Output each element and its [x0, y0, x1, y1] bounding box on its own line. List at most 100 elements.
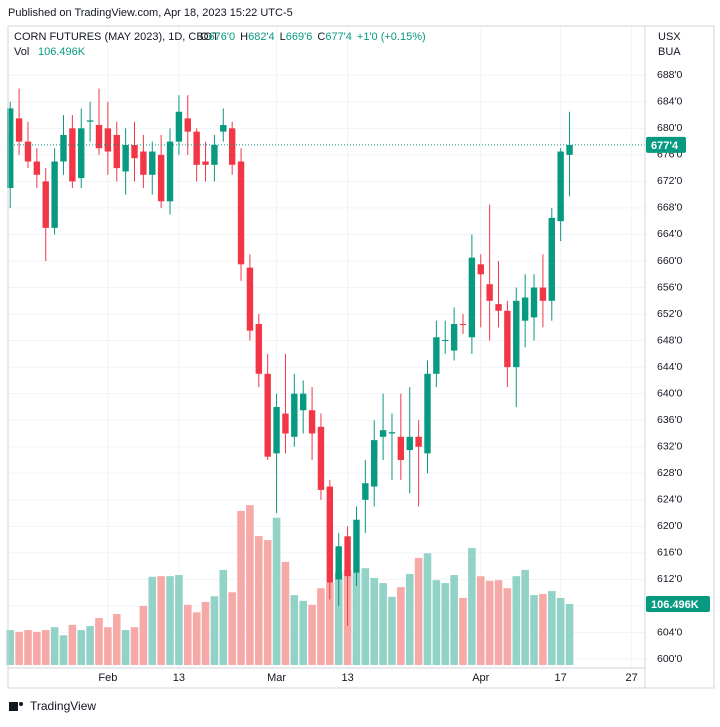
volume-bar: [237, 510, 245, 665]
candle-body: [424, 373, 431, 454]
last-price-label: 677'4: [651, 140, 679, 152]
volume-bar: [33, 631, 41, 665]
candle-body: [24, 141, 32, 162]
volume-bar: [547, 591, 556, 665]
candle-body: [406, 436, 413, 451]
y-tick-label: 660'0: [657, 255, 683, 267]
volume-bar: [556, 597, 565, 665]
candle-body: [122, 144, 129, 172]
y-tick-label: 640'0: [657, 387, 683, 399]
legend-value: 669'6: [286, 31, 313, 43]
brand-name: TradingView: [30, 699, 96, 713]
volume-bar: [281, 561, 290, 665]
y-tick-label: 648'0: [657, 334, 683, 346]
candle-body: [273, 406, 280, 454]
volume-bar: [255, 536, 263, 665]
volume-bar: [77, 630, 86, 665]
candle-body: [450, 324, 458, 351]
volume-tag: [646, 595, 710, 612]
candle-body: [495, 304, 502, 311]
volume-bar: [175, 575, 183, 665]
volume-bar: [24, 630, 32, 665]
legend-key: O: [200, 31, 209, 43]
candle-body: [415, 436, 422, 447]
candle-body: [521, 297, 529, 321]
candle-body: [220, 125, 227, 132]
volume-bar: [157, 576, 165, 665]
volume-bar: [476, 576, 485, 665]
candle-body: [7, 108, 14, 189]
candle-body: [149, 151, 156, 175]
y-tick-label: 652'0: [657, 308, 683, 320]
x-tick-label: 27: [626, 672, 638, 684]
volume-bar: [414, 557, 423, 665]
candle-body: [317, 426, 325, 490]
volume-bar: [68, 624, 77, 665]
volume-bar: [121, 630, 130, 665]
volume-bar: [352, 572, 361, 665]
candle-body: [468, 257, 476, 338]
candle-body: [131, 144, 138, 159]
candle-body: [566, 144, 573, 155]
candle-body: [513, 300, 520, 368]
volume-bar: [485, 580, 494, 665]
volume-bar: [397, 587, 405, 665]
volume-bar: [459, 597, 467, 665]
legend-key: H: [240, 31, 248, 43]
y-tick-label: 612'0: [657, 573, 683, 585]
volume-bar: [41, 630, 50, 665]
y-tick-label: 668'0: [657, 202, 683, 214]
volume-bar: [59, 635, 68, 665]
y-tick-label: 628'0: [657, 467, 683, 479]
legend-value: 682'4: [248, 31, 275, 43]
volume-bar: [512, 576, 521, 665]
candle-body: [211, 144, 218, 165]
y-tick-label: 636'0: [657, 414, 683, 426]
volume-bar: [405, 573, 414, 665]
candle-body: [433, 337, 440, 374]
volume-tag-label: 106.496K: [651, 599, 699, 611]
volume-bar: [192, 612, 201, 665]
volume-value: 106.496K: [38, 46, 86, 58]
candle-body: [228, 128, 236, 165]
volume-bar: [272, 517, 281, 665]
x-tick-label: 13: [341, 672, 353, 684]
candle-body: [353, 519, 360, 573]
candle-body: [442, 339, 449, 341]
legend-key: C: [317, 31, 325, 43]
volume-bar: [228, 592, 236, 665]
change: +1'0 (+0.15%): [357, 31, 426, 43]
candle-body: [504, 310, 511, 368]
volume-name: Vol: [14, 46, 29, 58]
candle-body: [379, 430, 387, 437]
volume-bar: [521, 569, 529, 665]
candle-body: [539, 287, 547, 301]
candle-body: [299, 393, 307, 411]
candle-body: [335, 546, 342, 580]
candle-body: [175, 111, 183, 142]
volume-bar: [379, 583, 387, 665]
candle-body: [557, 151, 564, 222]
volume-bar: [50, 627, 59, 665]
chart-border: [7, 25, 715, 689]
candle-body: [184, 118, 191, 132]
candle-body: [291, 393, 298, 437]
candle-body: [530, 287, 538, 318]
legend-value: 676'0: [209, 31, 236, 43]
candle-body: [202, 161, 209, 165]
volume-bar: [317, 588, 325, 665]
y-tick-label: 684'0: [657, 96, 683, 108]
volume-bar: [423, 553, 432, 665]
volume-bar: [6, 630, 15, 665]
volume-bar: [104, 627, 112, 665]
volume-bar: [183, 604, 192, 665]
candle-body: [51, 161, 58, 228]
volume-bar: [494, 580, 503, 665]
volume-bar: [565, 603, 574, 665]
y-tick-label: 680'0: [657, 122, 683, 134]
candle-body: [15, 118, 23, 142]
y-tick-label: 672'0: [657, 175, 683, 187]
volume-bar: [539, 593, 547, 665]
